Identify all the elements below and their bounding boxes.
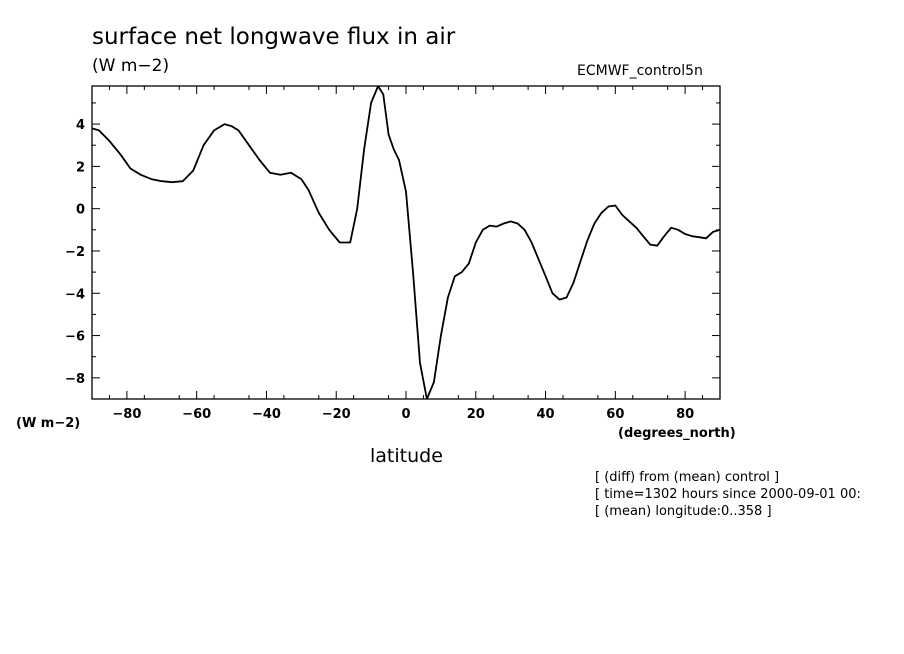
y-tick-label: 2 xyxy=(76,160,85,175)
x-tick-label: 40 xyxy=(537,407,555,422)
x-axis-units: (degrees_north) xyxy=(618,426,736,441)
chart-title: surface net longwave flux in air xyxy=(92,24,456,50)
dataset-label: ECMWF_control5n xyxy=(577,63,703,79)
plot-frame xyxy=(91,85,721,400)
x-tick-label: 80 xyxy=(676,407,694,422)
annotation-line: [ time=1302 hours since 2000-09-01 00: xyxy=(595,487,861,502)
y-tick-label: −8 xyxy=(65,372,85,387)
x-tick-label: −60 xyxy=(182,407,211,422)
x-tick-label: −20 xyxy=(322,407,351,422)
x-tick-label: 20 xyxy=(467,407,485,422)
y-tick-label: −6 xyxy=(65,330,85,345)
y-tick-label: 4 xyxy=(76,118,85,133)
y-axis-units: (W m−2) xyxy=(16,416,81,431)
y-tick-label: −2 xyxy=(65,245,85,260)
x-tick-label: −80 xyxy=(112,407,141,422)
x-tick-label: 0 xyxy=(401,407,410,422)
annotation-line: [ (mean) longitude:0..358 ] xyxy=(595,504,772,519)
series-line xyxy=(92,86,720,399)
chart-units: (W m−2) xyxy=(92,56,170,76)
x-tick-label: −40 xyxy=(252,407,281,422)
x-axis-label: latitude xyxy=(370,445,443,467)
y-tick-label: −4 xyxy=(65,287,85,302)
annotation-line: [ (diff) from (mean) control ] xyxy=(595,470,780,485)
x-tick-label: 60 xyxy=(606,407,624,422)
y-tick-label: 0 xyxy=(76,203,85,218)
